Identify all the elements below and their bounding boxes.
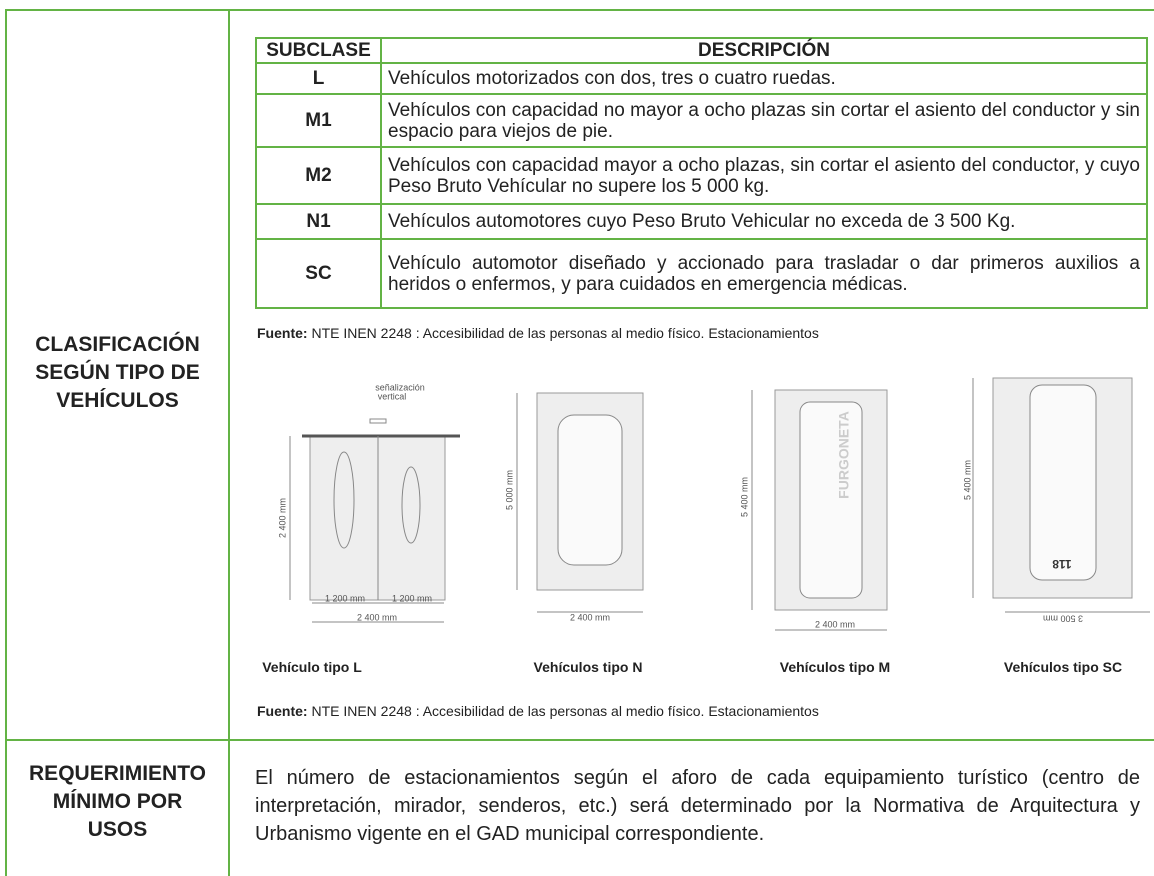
figure-caption: Vehículos tipo M (779, 659, 891, 675)
table-header: DESCRIPCIÓN (380, 37, 1148, 64)
description: Vehículos con capacidad no mayor a ocho … (380, 93, 1148, 148)
description: Vehículos con capacidad mayor a ocho pla… (380, 146, 1148, 205)
source-note: Fuente: NTE INEN 2248 : Accesibilidad de… (257, 325, 819, 341)
dimension-label: 2 400 mm (815, 619, 855, 629)
vehicle-label: FURGONETA (836, 411, 852, 499)
car (557, 414, 623, 566)
source-text: NTE INEN 2248 : Accesibilidad de las per… (311, 325, 819, 341)
dimension-label: señalización (375, 382, 425, 392)
source-label: Fuente: (257, 703, 308, 719)
figure-caption: Vehículos tipo SC (1003, 659, 1123, 675)
dimension-label: 2 400 mm (277, 498, 287, 538)
figure-sc: 118 5 400 mm 3 500 mm (962, 377, 1150, 624)
heading-line: SEGÚN TIPO DE (35, 361, 200, 384)
subclass: M2 (255, 146, 382, 205)
frame-line (5, 9, 1154, 11)
heading-line: CLASIFICACIÓN (35, 333, 200, 356)
dimension-label: 5 400 mm (739, 477, 749, 517)
subclass: N1 (255, 203, 382, 240)
heading-line: REQUERIMIENTO (29, 762, 206, 785)
subclass: SC (255, 238, 382, 309)
section-heading: CLASIFICACIÓN SEGÚN TIPO DE VEHÍCULOS (6, 331, 229, 415)
dimension-label: 1 200 mm (392, 593, 432, 603)
dimension-label: 5 000 mm (504, 470, 514, 510)
dimension-label: 1 200 mm (325, 593, 365, 603)
figure-caption: Vehículo tipo L (262, 659, 362, 675)
subclass: L (255, 62, 382, 95)
frame-line (5, 9, 7, 876)
van (799, 401, 863, 599)
motorcycle (401, 466, 421, 544)
requirement-text: El número de estacionamientos según el a… (255, 767, 1140, 845)
sign (369, 418, 387, 424)
heading-line: VEHÍCULOS (56, 389, 179, 412)
section-heading: REQUERIMIENTO MÍNIMO POR USOS (6, 760, 229, 844)
dimension-label: 2 400 mm (570, 612, 610, 622)
dimension-label: vertical (378, 391, 407, 401)
figure-m: FURGONETA 5 400 mm 2 400 mm (739, 389, 888, 631)
description: Vehículos motorizados con dos, tres o cu… (380, 62, 1148, 95)
source-note: Fuente: NTE INEN 2248 : Accesibilidad de… (257, 703, 819, 719)
subclass-table: SUBCLASE DESCRIPCIÓN L Vehículos motorizad… (255, 37, 1148, 309)
table-header: SUBCLASE (255, 37, 382, 64)
source-text: NTE INEN 2248 : Accesibilidad de las per… (311, 703, 819, 719)
dimension-label: 3 500 mm (1043, 614, 1083, 624)
dimension-label: 2 400 mm (357, 612, 397, 622)
heading-line: MÍNIMO POR (52, 790, 183, 813)
description: Vehículo automotor diseñado y accionado … (380, 238, 1148, 309)
motorcycle (333, 451, 355, 549)
source-label: Fuente: (257, 325, 308, 341)
description: Vehículos automotores cuyo Peso Bruto Ve… (380, 203, 1148, 240)
figure-n: 5 000 mm 2 400 mm (504, 392, 644, 622)
dimension-label: 5 400 mm (962, 460, 972, 500)
ambulance (1029, 384, 1097, 581)
figure-caption: Vehículos tipo N (533, 659, 643, 675)
vehicle-label: 118 (1052, 557, 1072, 571)
frame-line (228, 9, 230, 876)
heading-line: USOS (87, 818, 148, 841)
frame-line (5, 739, 1154, 741)
subclass: M1 (255, 93, 382, 148)
figure-l: señalización vertical 2 400 mm 1 200 mm … (277, 382, 460, 623)
